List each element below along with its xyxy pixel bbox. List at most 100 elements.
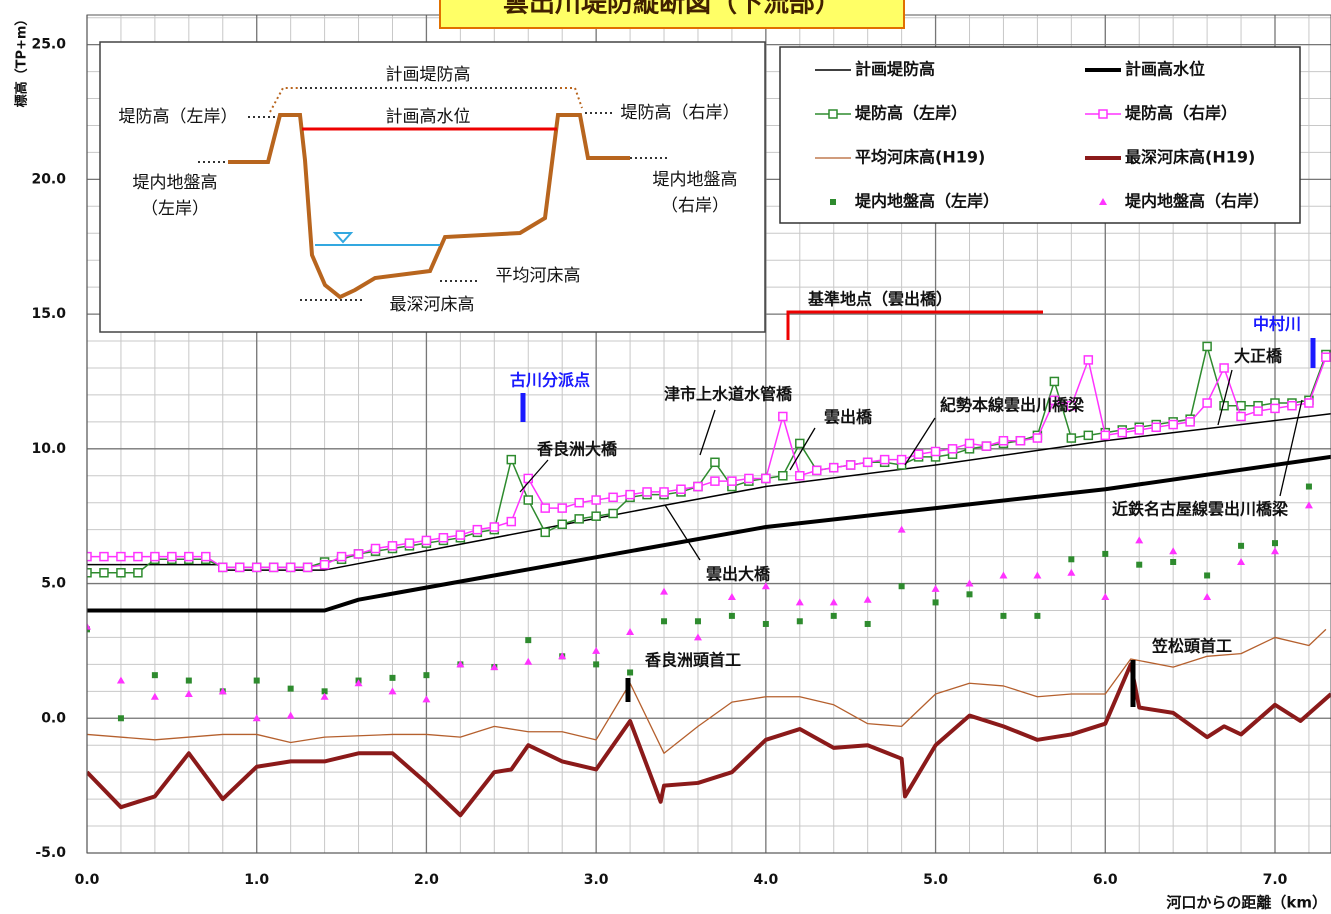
marker (524, 657, 533, 665)
annotation: 津市上水道水管橋 (664, 385, 793, 404)
marker (319, 559, 330, 570)
legend-frame (779, 46, 1301, 224)
inset-label: 最深河床高 (390, 295, 475, 315)
marker (268, 562, 279, 573)
annotation: 笠松頭首工 (1151, 637, 1232, 656)
marker (506, 516, 517, 527)
marker (693, 633, 702, 641)
inset-label: 堤内地盤高 (653, 170, 738, 190)
marker (1168, 419, 1178, 430)
marker (422, 695, 431, 703)
marker (795, 438, 805, 449)
marker (1170, 558, 1177, 565)
annotation: 中村川 (1253, 315, 1301, 334)
y-tick-label: 0.0 (41, 710, 66, 726)
marker (87, 622, 91, 630)
marker (251, 562, 262, 573)
inset-label: （左岸） (141, 199, 209, 219)
annotation-leader (664, 504, 701, 561)
marker (863, 595, 872, 603)
marker (387, 541, 398, 551)
marker (795, 598, 804, 606)
marker (506, 454, 517, 465)
marker (727, 593, 736, 601)
y-axis-label: 標高（TP+m） (14, 13, 30, 108)
marker (591, 511, 601, 521)
marker (1204, 572, 1211, 579)
marker (370, 543, 381, 554)
marker (218, 687, 227, 695)
marker (795, 471, 805, 481)
dotted-guides (198, 87, 668, 301)
marker (1102, 550, 1109, 557)
inset-label: 堤内地盤高 (133, 173, 218, 193)
marker (897, 525, 906, 533)
legend-label: 計画高水位 (1125, 60, 1205, 79)
marker (829, 598, 838, 606)
marker (1203, 593, 1212, 601)
x-tick-label: 5.0 (923, 872, 948, 888)
marker (133, 568, 143, 578)
marker (456, 660, 465, 668)
marker (185, 677, 192, 684)
marker (999, 571, 1008, 579)
marker (1219, 363, 1229, 373)
marker (964, 438, 975, 449)
annotation-leader (699, 409, 716, 456)
marker (167, 551, 177, 562)
marker (253, 677, 260, 684)
marker (574, 497, 584, 508)
annotation: 基準地点（雲出橋） (807, 290, 952, 309)
marker (1270, 547, 1279, 555)
marker (626, 628, 635, 636)
marker (1305, 483, 1312, 490)
marker (608, 492, 618, 503)
marker (285, 562, 296, 573)
marker (1117, 427, 1128, 438)
marker (1049, 395, 1060, 406)
marker (87, 568, 92, 578)
marker (116, 676, 125, 684)
inset-label: 計画高水位 (386, 107, 471, 127)
marker (778, 471, 788, 481)
marker (1083, 355, 1094, 365)
x-tick-label: 6.0 (1093, 872, 1118, 888)
marker (896, 454, 907, 465)
marker (710, 457, 720, 468)
marker (998, 435, 1009, 446)
marker (1068, 556, 1075, 563)
marker (1033, 571, 1042, 579)
marker (472, 524, 483, 535)
legend-label: 堤内地盤高（左岸） (855, 192, 999, 211)
legend-swatch (1099, 198, 1107, 205)
marker (728, 612, 735, 619)
marker (761, 473, 771, 484)
marker (1321, 352, 1331, 362)
marker (302, 562, 313, 573)
marker (99, 568, 109, 578)
marker (608, 508, 618, 519)
x-tick-label: 4.0 (753, 872, 778, 888)
marker (1066, 433, 1077, 443)
marker (778, 411, 788, 422)
legend-label: 最深河床高(H19) (1125, 148, 1255, 167)
marker (981, 441, 992, 451)
marker (201, 551, 211, 562)
annotation: 香良洲大橋 (536, 440, 618, 459)
legend-label: 平均河床高(H19) (855, 148, 985, 167)
marker (1304, 398, 1314, 408)
marker (913, 449, 924, 459)
marker (1135, 536, 1144, 544)
legend-marker (828, 109, 838, 119)
inset-label: 計画堤防高 (386, 65, 471, 85)
marker (574, 514, 584, 524)
annotation-leader (1279, 399, 1303, 497)
plot-area (87, 341, 1331, 818)
marker (218, 562, 228, 573)
legend-swatch (830, 199, 836, 205)
marker (1202, 341, 1212, 352)
marker (710, 476, 720, 486)
marker (1304, 501, 1313, 509)
